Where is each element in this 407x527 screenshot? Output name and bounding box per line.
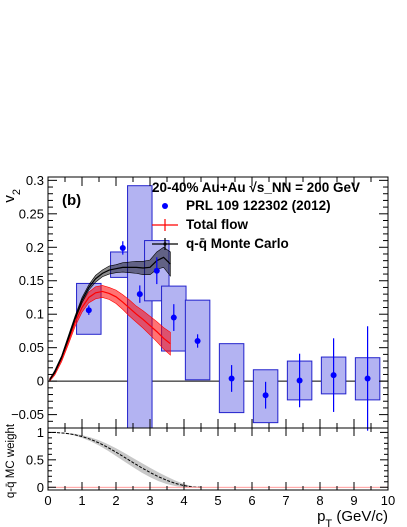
upper-panel: −0.05 0 0.05 0.1 0.15 0.2 0.25 0.3v2 (b)	[1, 173, 389, 431]
data-point	[228, 375, 235, 382]
x-tick-label: 6	[248, 493, 255, 508]
data-point	[364, 375, 371, 382]
weight-curve	[47, 431, 202, 488]
y-tick-label: 1	[37, 425, 44, 440]
y-axis-title: v2	[1, 189, 23, 203]
y-tick-label: 0.5	[26, 452, 44, 467]
x-tick-label: 9	[350, 493, 357, 508]
lower-y-axis-title: q-q̄ MC weight	[5, 423, 17, 498]
weight-band	[48, 432, 201, 488]
y-tick-label: 0.05	[19, 340, 44, 355]
y-tick-label: −0.05	[11, 407, 44, 422]
data-point	[153, 267, 160, 274]
data-point	[136, 291, 143, 298]
x-axis-title: pT (GeV/c)	[317, 508, 388, 527]
monte-carlo-line	[49, 256, 171, 381]
legend-label: PRL 109 122302 (2012)	[186, 198, 331, 213]
x-axis-title-units: (GeV/c)	[332, 508, 388, 525]
y-tick-label: 0	[37, 480, 44, 495]
legend-header: 20-40% Au+Au √s_NN = 200 GeV	[152, 180, 360, 195]
legend-marker-point	[162, 203, 168, 209]
panel-label: (b)	[62, 192, 81, 209]
x-tick-label: 2	[112, 493, 119, 508]
x-tick-label: 0	[44, 493, 51, 508]
legend-label: Total flow	[186, 217, 248, 232]
y-tick-label: 0.25	[19, 206, 44, 221]
y-tick-label: 0.3	[26, 173, 44, 188]
lower-frame	[47, 427, 389, 491]
data-point	[170, 314, 177, 321]
x-tick-label: 8	[316, 493, 323, 508]
legend: 20-40% Au+Au √s_NN = 200 GeV PRL 109 1223…	[152, 180, 360, 251]
x-tick-label: 5	[214, 493, 221, 508]
y-tick-label: 0.2	[26, 240, 44, 255]
data-point	[296, 377, 303, 384]
data-point	[194, 337, 201, 344]
x-tick-label: 4	[180, 493, 187, 508]
legend-marker-point	[163, 242, 167, 246]
y-tick-label: 0.1	[26, 307, 44, 322]
x-tick-label: 1	[78, 493, 85, 508]
y-tick-label: 0	[37, 374, 44, 389]
x-tick-label: 3	[146, 493, 153, 508]
data-point	[262, 392, 269, 399]
y-tick-label: 0.15	[19, 273, 44, 288]
data-point	[330, 372, 337, 379]
total-flow-line	[49, 290, 171, 381]
y-axis-title-sub: 2	[11, 189, 23, 195]
legend-label: q-q̄ Monte Carlo	[186, 236, 289, 251]
data-point	[119, 244, 126, 251]
monte-carlo-band	[49, 246, 171, 382]
total-flow-band	[49, 285, 171, 382]
x-axis-title-sub: T	[325, 518, 332, 527]
data-point	[85, 307, 92, 314]
x-tick-label: 10	[381, 493, 395, 508]
x-tick-label: 7	[282, 493, 289, 508]
